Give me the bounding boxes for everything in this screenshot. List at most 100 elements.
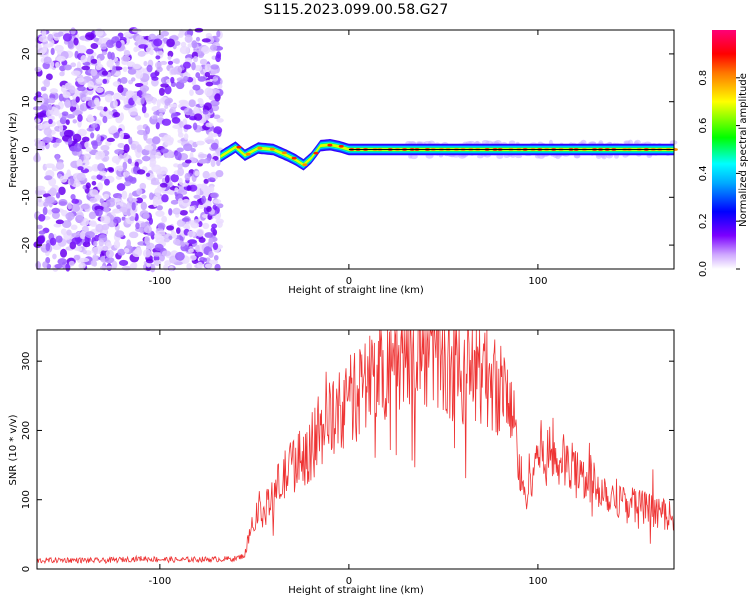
heatmap-noise-cell xyxy=(186,262,193,270)
heatmap-noise-cell xyxy=(42,206,48,216)
heatmap-noise-cell xyxy=(43,201,49,207)
heatmap-noise-cell xyxy=(120,95,126,101)
heatmap-peak-cell xyxy=(327,143,333,147)
heatmap-noise-cell xyxy=(116,204,121,210)
heatmap-noise-cell xyxy=(123,50,131,57)
heatmap-noise-cell xyxy=(149,263,156,273)
heatmap-noise-cell xyxy=(145,125,151,135)
heatmap-noise-cell xyxy=(90,58,98,64)
heatmap-noise-cell xyxy=(34,66,42,72)
heatmap-noise-cell xyxy=(201,195,207,204)
heatmap-noise-cell xyxy=(141,194,147,199)
heatmap-noise-cell xyxy=(205,139,215,144)
heatmap-noise-cell xyxy=(80,55,88,63)
heatmap-noise-cell xyxy=(97,163,106,172)
colorbar-gradient xyxy=(712,30,736,269)
colorbar: 0.0 0.2 0.4 0.6 0.8 Normalized spectral ampl… xyxy=(698,30,749,277)
heatmap-noise-cell xyxy=(211,223,218,229)
heatmap-cells xyxy=(32,27,678,273)
heatmap-noise-cell xyxy=(49,88,59,94)
heatmap-noise-cell xyxy=(105,39,115,49)
heatmap-band-noise xyxy=(624,141,630,145)
heatmap-x-ticks: -100 0 100 xyxy=(149,30,547,287)
heatmap-noise-cell xyxy=(152,97,157,105)
heatmap-noise-cell xyxy=(216,220,223,228)
heatmap-noise-cell xyxy=(38,35,49,43)
heatmap-noise-cell xyxy=(71,98,77,108)
heatmap-noise-cell xyxy=(120,76,128,84)
heatmap-noise-cell xyxy=(149,158,157,166)
heatmap-noise-cell xyxy=(124,247,130,253)
heatmap-noise-cell xyxy=(204,71,211,78)
heatmap-noise-cell xyxy=(203,178,209,184)
heatmap-noise-cell xyxy=(172,238,181,246)
heatmap-noise-cell xyxy=(173,66,178,75)
y-tick-label: -20 xyxy=(21,237,32,253)
heatmap-noise-cell xyxy=(213,126,223,135)
heatmap-noise-cell xyxy=(72,133,82,143)
heatmap-noise-cell xyxy=(213,254,219,261)
heatmap-noise-cell xyxy=(75,96,80,103)
heatmap-noise-cell xyxy=(70,70,81,77)
heatmap-noise-cell xyxy=(53,223,62,228)
heatmap-noise-cell xyxy=(102,78,108,84)
heatmap-noise-cell xyxy=(208,131,213,139)
heatmap-noise-cell xyxy=(203,187,211,196)
heatmap-noise-cell xyxy=(65,212,75,221)
heatmap-noise-cell xyxy=(132,94,138,102)
heatmap-noise-cell xyxy=(45,110,51,117)
heatmap-noise-cell xyxy=(66,114,76,119)
heatmap-noise-cell xyxy=(117,84,124,94)
heatmap-noise-cell xyxy=(108,167,115,173)
heatmap-noise-cell xyxy=(40,102,50,110)
heatmap-noise-cell xyxy=(195,244,200,253)
heatmap-noise-cell xyxy=(140,222,147,228)
heatmap-noise-cell xyxy=(100,144,110,152)
heatmap-noise-cell xyxy=(116,165,124,172)
heatmap-noise-cell xyxy=(144,94,154,102)
heatmap-noise-cell xyxy=(174,151,182,161)
heatmap-noise-cell xyxy=(43,127,52,136)
x-tick-label: 100 xyxy=(528,276,547,287)
heatmap-noise-cell xyxy=(189,254,197,261)
heatmap-noise-cell xyxy=(89,189,99,197)
heatmap-noise-cell xyxy=(91,180,97,186)
heatmap-noise-cell xyxy=(197,97,203,104)
x-tick-label: 0 xyxy=(346,276,352,287)
heatmap-noise-cell xyxy=(183,133,189,140)
heatmap-noise-cell xyxy=(204,232,214,238)
heatmap-noise-cell xyxy=(155,55,161,60)
heatmap-noise-cell xyxy=(79,104,85,111)
heatmap-noise-cell xyxy=(77,114,83,122)
heatmap-noise-cell xyxy=(212,199,222,204)
heatmap-noise-cell xyxy=(59,71,65,77)
heatmap-noise-cell xyxy=(55,153,60,161)
heatmap-noise-cell xyxy=(112,111,121,118)
heatmap-noise-cell xyxy=(60,228,67,235)
heatmap-noise-cell xyxy=(38,213,46,222)
heatmap-noise-cell xyxy=(121,190,128,200)
heatmap-noise-cell xyxy=(154,187,162,197)
heatmap-noise-cell xyxy=(208,259,219,265)
heatmap-noise-cell xyxy=(117,142,125,149)
heatmap-noise-cell xyxy=(96,58,101,67)
heatmap-noise-cell xyxy=(178,99,189,105)
heatmap-noise-cell xyxy=(35,261,42,270)
heatmap-noise-cell xyxy=(85,32,95,41)
heatmap-noise-cell xyxy=(176,219,186,227)
heatmap-noise-cell xyxy=(142,249,152,258)
heatmap-noise-cell xyxy=(137,124,144,130)
heatmap-noise-cell xyxy=(160,83,169,88)
heatmap-noise-cell xyxy=(86,127,95,132)
heatmap-noise-cell xyxy=(156,205,163,211)
heatmap-noise-cell xyxy=(201,45,211,54)
heatmap-noise-cell xyxy=(138,39,148,45)
heatmap-noise-cell xyxy=(123,143,130,153)
colorbar-tick-label: 0.6 xyxy=(698,118,709,134)
heatmap-noise-cell xyxy=(161,250,171,257)
heatmap-noise-cell xyxy=(108,110,114,115)
heatmap-noise-cell xyxy=(149,192,154,200)
heatmap-noise-cell xyxy=(150,180,161,186)
heatmap-noise-cell xyxy=(131,202,136,211)
heatmap-noise-cell xyxy=(72,119,78,124)
